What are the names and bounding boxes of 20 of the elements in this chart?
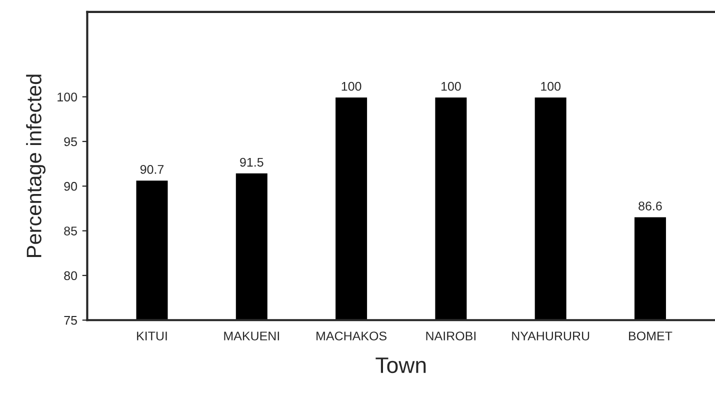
y-axis-title: Percentage infected [26, 74, 46, 257]
x-tick-label: MAKUENI [224, 332, 279, 340]
x-tick-label: NAIROBI [426, 332, 476, 340]
x-axis-title: Town [376, 358, 426, 374]
data-label: 100 [342, 82, 362, 91]
y-tick-label: 90 [64, 182, 78, 191]
y-tick-label: 95 [64, 137, 77, 146]
data-label: 100 [541, 82, 561, 91]
data-label: 86.6 [638, 202, 662, 210]
x-tick-label: BOMET [629, 332, 672, 340]
y-tick-label: 75 [64, 316, 77, 325]
x-tick-label: MACHAKOS [316, 332, 386, 340]
y-tick-label: 85 [64, 226, 77, 236]
data-label: 91.5 [240, 158, 264, 167]
y-tick-label: 100 [58, 92, 78, 102]
data-label: 100 [441, 82, 461, 91]
x-tick-label: NYAHURURU [512, 332, 590, 340]
data-label: 90.7 [140, 164, 164, 174]
y-tick-label: 80 [64, 271, 78, 280]
x-tick-label: KITUI [137, 332, 167, 340]
